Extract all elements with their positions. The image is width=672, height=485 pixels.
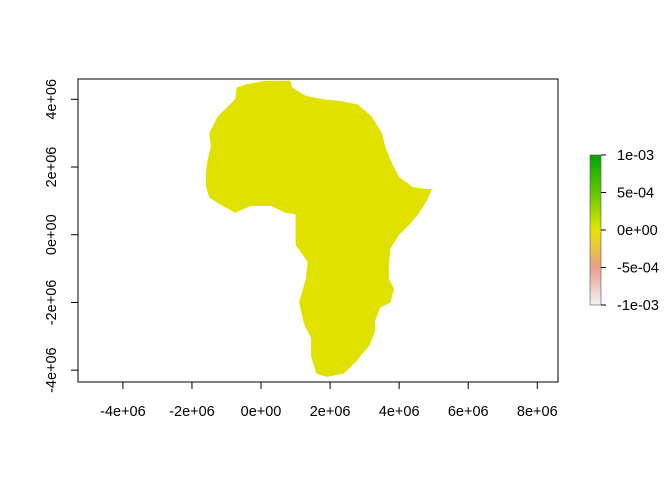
legend-label: 5e-04 [617,186,654,202]
x-tick-label: 4e+06 [379,404,420,420]
legend-colorbar [589,154,602,306]
y-tick-label: -4e+06 [44,347,60,393]
legend-label: 0e+00 [617,223,658,239]
x-axis: -4e+06 -2e+06 0e+00 2e+06 4e+06 6e+06 8e+06 [100,381,558,420]
legend-label: 1e-03 [617,148,654,164]
y-tick-label: 2e+06 [44,147,60,188]
x-tick-label: 2e+06 [310,404,351,420]
y-tick-label: -2e+06 [44,280,60,326]
raster-africa [205,80,432,377]
y-tick-label: 4e+06 [44,79,60,120]
x-tick-label: 8e+06 [517,404,558,420]
legend: 1e-03 5e-04 0e+00 -5e-04 -1e-03 [589,148,659,314]
legend-label: -5e-04 [617,261,659,277]
x-tick-label: 0e+00 [241,404,282,420]
x-tick-label: -4e+06 [100,404,146,420]
x-tick-label: 6e+06 [448,404,489,420]
y-tick-label: 0e+00 [44,214,60,255]
x-tick-label: -2e+06 [169,404,215,420]
legend-label: -1e-03 [617,298,659,314]
y-axis: -4e+06 -2e+06 0e+00 2e+06 4e+06 [44,79,79,393]
